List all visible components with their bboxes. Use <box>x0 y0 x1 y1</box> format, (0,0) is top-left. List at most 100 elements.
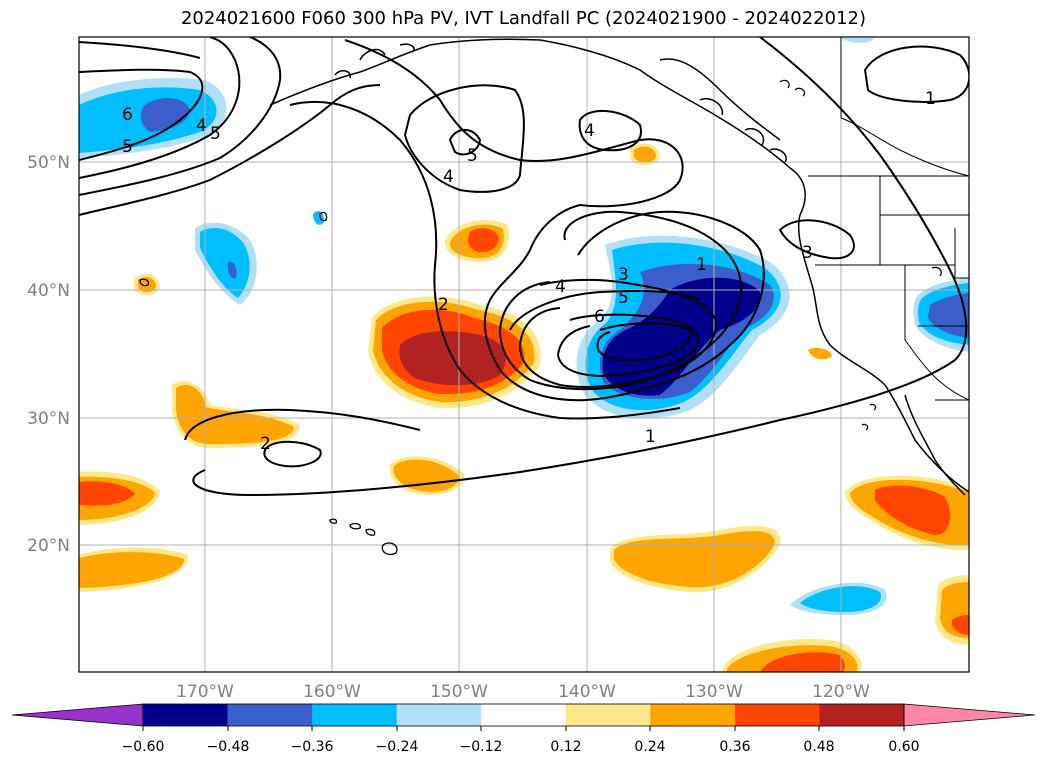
contour-label: 4 <box>196 116 207 136</box>
colorbar-tick-label: 0.48 <box>803 739 834 755</box>
lat-label: 40°N <box>27 281 70 301</box>
contour-label: 3 <box>618 265 629 285</box>
borders <box>808 37 969 401</box>
map-frame <box>78 36 970 673</box>
colorbar-tick-label: −0.48 <box>207 739 250 755</box>
colorbar-segment <box>481 704 567 726</box>
contour-line <box>483 204 765 402</box>
latitude-labels: 50°N 40°N 30°N 20°N <box>27 153 70 556</box>
lat-label: 30°N <box>27 409 70 429</box>
positive-anomaly-area <box>875 485 951 535</box>
contour-line <box>79 37 282 196</box>
colorbar-tick-label: −0.24 <box>376 739 419 755</box>
contour-label: 4 <box>555 277 566 297</box>
contour-label: 5 <box>618 288 629 308</box>
positive-anomaly-area <box>760 652 845 672</box>
positive-anomaly-area <box>468 228 499 253</box>
colorbar-tick-label: −0.36 <box>291 739 334 755</box>
map-area: 6 4 5 5 4 4 5 1 2 4 3 5 6 1 3 2 1 <box>79 37 969 672</box>
colorbar-tick-label: −0.60 <box>122 739 165 755</box>
lon-label: 170°W <box>176 682 234 702</box>
contour-labels: 6 4 5 5 4 4 5 1 2 4 3 5 6 1 3 2 1 <box>122 89 936 454</box>
colorbar: −0.60 −0.48 −0.36 −0.24 −0.12 0.12 0.24 … <box>11 703 1036 755</box>
contour-line <box>79 37 241 179</box>
contour-label: 2 <box>438 295 449 315</box>
coastline <box>269 38 969 496</box>
colorbar-extend-right <box>903 703 1036 727</box>
lon-label: 120°W <box>812 682 870 702</box>
negative-anomaly-area <box>313 211 325 225</box>
contour-line <box>596 322 692 362</box>
colorbar-segment <box>312 704 398 726</box>
contour-label: 1 <box>925 89 936 109</box>
positive-anomaly-area <box>952 615 969 635</box>
lon-label: 130°W <box>685 682 743 702</box>
contour-line <box>448 128 482 156</box>
colorbar-segment <box>565 704 651 726</box>
contour-label: 4 <box>443 167 454 187</box>
longitude-labels: 170°W 160°W 150°W 140°W 130°W 120°W <box>176 682 870 702</box>
contour-line <box>79 41 201 59</box>
contour-label: 5 <box>122 137 133 157</box>
colorbar-tick-marks <box>142 726 905 731</box>
lat-label: 50°N <box>27 153 70 173</box>
gridlines <box>79 37 969 672</box>
contour-line <box>509 289 701 331</box>
contour-line <box>778 219 855 260</box>
contour-label: 3 <box>802 243 813 263</box>
colorbar-segment <box>734 704 820 726</box>
colorbar-segments <box>143 704 905 726</box>
contour-label: 6 <box>594 307 605 327</box>
contour-line <box>289 101 681 420</box>
contour-line <box>498 210 743 391</box>
contour-line <box>263 440 322 468</box>
contour-label: 5 <box>210 124 221 144</box>
lon-label: 140°W <box>558 682 616 702</box>
contour-line <box>403 84 525 193</box>
colorbar-tick-label: 0.24 <box>634 739 665 755</box>
contour-label: 1 <box>645 427 656 447</box>
positive-anomaly-area <box>808 348 832 360</box>
contour-line <box>192 37 968 497</box>
colorbar-segment <box>396 704 482 726</box>
negative-anomaly-area <box>602 277 761 396</box>
contour-line <box>79 68 204 161</box>
colorbar-segment <box>819 704 905 726</box>
colorbar-segment <box>227 704 313 726</box>
colorbar-segment <box>143 704 229 726</box>
colorbar-tick-label: 0.12 <box>550 739 581 755</box>
contour-label: 5 <box>467 146 478 166</box>
lon-label: 160°W <box>303 682 361 702</box>
positive-anomaly-area <box>393 459 460 492</box>
contour-line <box>79 84 381 216</box>
colorbar-tick-labels: −0.60 −0.48 −0.36 −0.24 −0.12 0.12 0.24 … <box>122 739 920 755</box>
lon-label: 150°W <box>430 682 488 702</box>
contours <box>79 37 969 497</box>
colorbar-tick-label: −0.12 <box>460 739 503 755</box>
colorbar-extend-left <box>11 703 144 727</box>
negative-anomaly-area <box>200 228 250 298</box>
map-title: 2024021600 F060 300 hPa PV, IVT Landfall… <box>180 8 867 29</box>
contour-label: 2 <box>260 434 271 454</box>
negative-anomaly-area <box>840 38 875 43</box>
positive-anomaly-area <box>79 481 135 506</box>
lat-label: 20°N <box>27 536 70 556</box>
negative-anomaly-area <box>928 293 969 338</box>
negative-anomaly-area <box>227 261 237 279</box>
colorbar-tick-label: 0.36 <box>719 739 750 755</box>
islands <box>139 79 942 556</box>
colorbar-segment <box>650 704 736 726</box>
contour-label: 4 <box>584 121 595 141</box>
contour-line <box>578 109 642 152</box>
contour-line <box>344 39 684 208</box>
positive-anomaly-area <box>79 552 184 588</box>
contour-line <box>518 278 717 388</box>
contour-line <box>184 408 421 441</box>
contour-line <box>556 313 700 378</box>
colorbar-tick-label: 0.60 <box>888 739 919 755</box>
contour-label: 6 <box>122 105 133 125</box>
positive-anomaly-area <box>634 146 656 163</box>
negative-anomaly-area <box>800 586 881 612</box>
negative-anomaly-area <box>140 97 190 132</box>
